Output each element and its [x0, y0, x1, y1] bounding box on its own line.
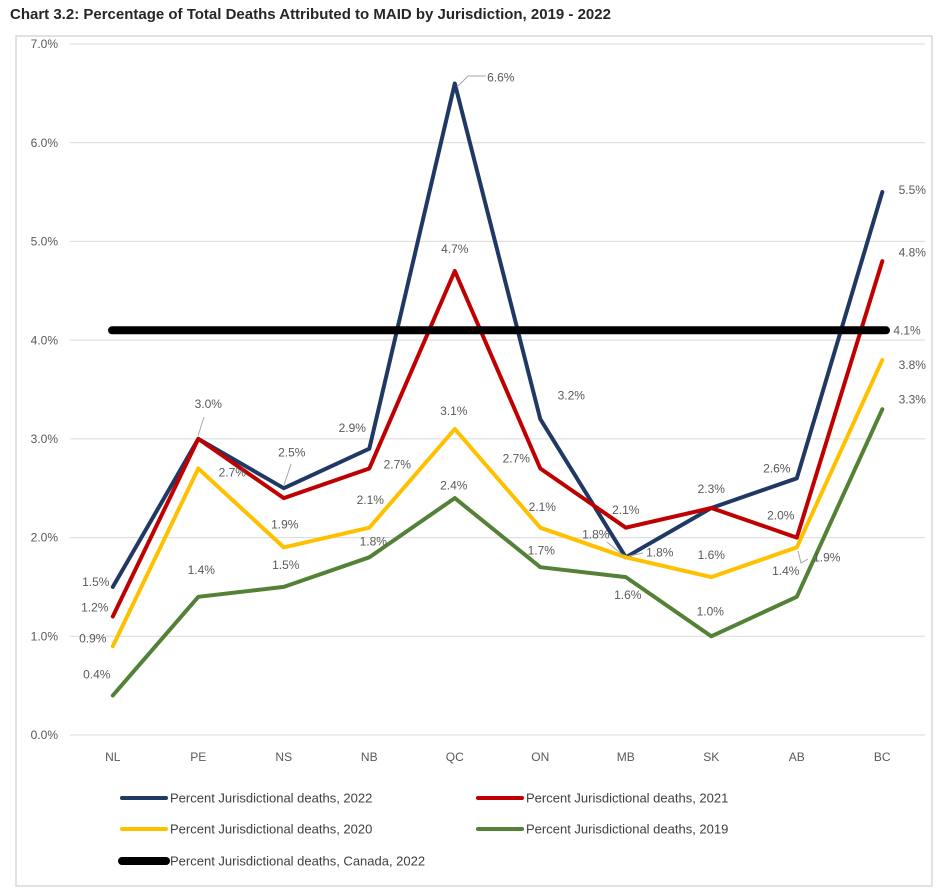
data-label-2022-NL: 1.5%: [82, 575, 110, 589]
x-axis-category-label: NS: [275, 750, 292, 764]
label-leader-line: [456, 75, 486, 88]
x-axis-category-label: MB: [617, 750, 635, 764]
y-axis-tick-label: 1.0%: [31, 629, 59, 643]
data-label-2021-QC: 4.7%: [441, 242, 469, 256]
label-leader-line: [197, 416, 205, 437]
data-label-2020-ON: 2.1%: [529, 500, 557, 514]
data-label-2022-ON: 3.2%: [558, 388, 586, 402]
y-axis-tick-label: 5.0%: [31, 235, 59, 249]
data-label-2019-AB: 1.4%: [772, 564, 800, 578]
data-label-2019-BC: 3.3%: [899, 392, 927, 406]
label-leader-line: [283, 463, 292, 486]
chart-border: [15, 35, 933, 887]
series-line-2022: [110, 81, 885, 589]
data-label-2019-QC: 2.4%: [440, 478, 468, 492]
legend-label-2021: Percent Jurisdictional deaths, 2021: [526, 790, 728, 805]
data-label-2022-PE: 3.0%: [195, 397, 223, 411]
data-label-2020-NS: 1.9%: [271, 518, 299, 532]
series-line-2019: [110, 407, 885, 698]
data-label-2019-PE: 1.4%: [188, 563, 216, 577]
x-axis-category-label: QC: [446, 750, 464, 764]
y-axis-tick-label: 0.0%: [31, 728, 59, 742]
label-leader-line: [628, 552, 644, 557]
x-axis-category-label: AB: [789, 750, 805, 764]
chart-title: Chart 3.2: Percentage of Total Deaths At…: [10, 6, 611, 23]
data-label-2022-BC: 5.5%: [899, 183, 927, 197]
data-label-2021-AB: 2.0%: [767, 509, 795, 523]
data-label-canada-2022: 4.1%: [893, 323, 921, 337]
legend-label-2022: Percent Jurisdictional deaths, 2022: [170, 790, 372, 805]
legend-label-canada-2022: Percent Jurisdictional deaths, Canada, 2…: [170, 853, 425, 868]
data-label-2019-SK: 1.0%: [697, 604, 725, 618]
x-axis-category-label: BC: [874, 750, 891, 764]
data-label-2022-MB: 1.8%: [646, 545, 674, 559]
data-label-2021-ON: 2.7%: [503, 452, 531, 466]
data-label-2021-BC: 4.8%: [899, 245, 927, 259]
data-label-2020-NL: 0.9%: [79, 631, 107, 645]
data-label-2022-NB: 2.9%: [339, 421, 367, 435]
data-label-2020-QC: 3.1%: [440, 404, 468, 418]
data-label-2021-NB: 2.7%: [384, 458, 412, 472]
y-axis-tick-label: 2.0%: [31, 531, 59, 545]
data-label-2019-MB: 1.6%: [614, 588, 642, 602]
data-label-2020-MB: 1.8%: [582, 527, 610, 541]
x-axis-category-label: NL: [105, 750, 121, 764]
x-axis-category-label: ON: [531, 750, 549, 764]
series-line-2021: [110, 259, 885, 619]
y-axis-tick-label: 7.0%: [31, 37, 59, 51]
data-label-2019-NB: 1.8%: [360, 534, 388, 548]
series-line-2020: [110, 357, 885, 649]
legend-label-2020: Percent Jurisdictional deaths, 2020: [170, 821, 372, 836]
y-axis-tick-label: 6.0%: [31, 136, 59, 150]
data-label-2022-NS: 2.5%: [278, 445, 306, 459]
data-label-2020-SK: 1.6%: [698, 548, 726, 562]
data-label-2020-BC: 3.8%: [899, 358, 927, 372]
legend-label-2019: Percent Jurisdictional deaths, 2019: [526, 821, 728, 836]
data-label-2019-NL: 0.4%: [83, 668, 111, 682]
data-label-2022-AB: 2.6%: [763, 462, 791, 476]
data-label-2020-AB: 1.9%: [813, 551, 841, 565]
data-label-2022-SK: 2.3%: [698, 482, 726, 496]
data-label-2019-NS: 1.5%: [272, 558, 300, 572]
x-axis-category-label: NB: [361, 750, 378, 764]
x-axis-category-label: SK: [703, 750, 719, 764]
data-label-2020-NB: 2.1%: [357, 493, 385, 507]
x-axis-category-label: PE: [190, 750, 206, 764]
data-label-2022-QC: 6.6%: [487, 71, 515, 85]
data-label-2020-PE: 2.7%: [219, 466, 247, 480]
label-leader-line: [797, 550, 809, 564]
data-label-2019-ON: 1.7%: [528, 543, 556, 557]
data-label-2021-NL: 1.2%: [81, 601, 109, 615]
y-axis-tick-label: 4.0%: [31, 333, 59, 347]
data-label-2021-MB: 2.1%: [612, 503, 640, 517]
label-leader-line: [606, 541, 625, 557]
y-axis-tick-label: 3.0%: [31, 432, 59, 446]
